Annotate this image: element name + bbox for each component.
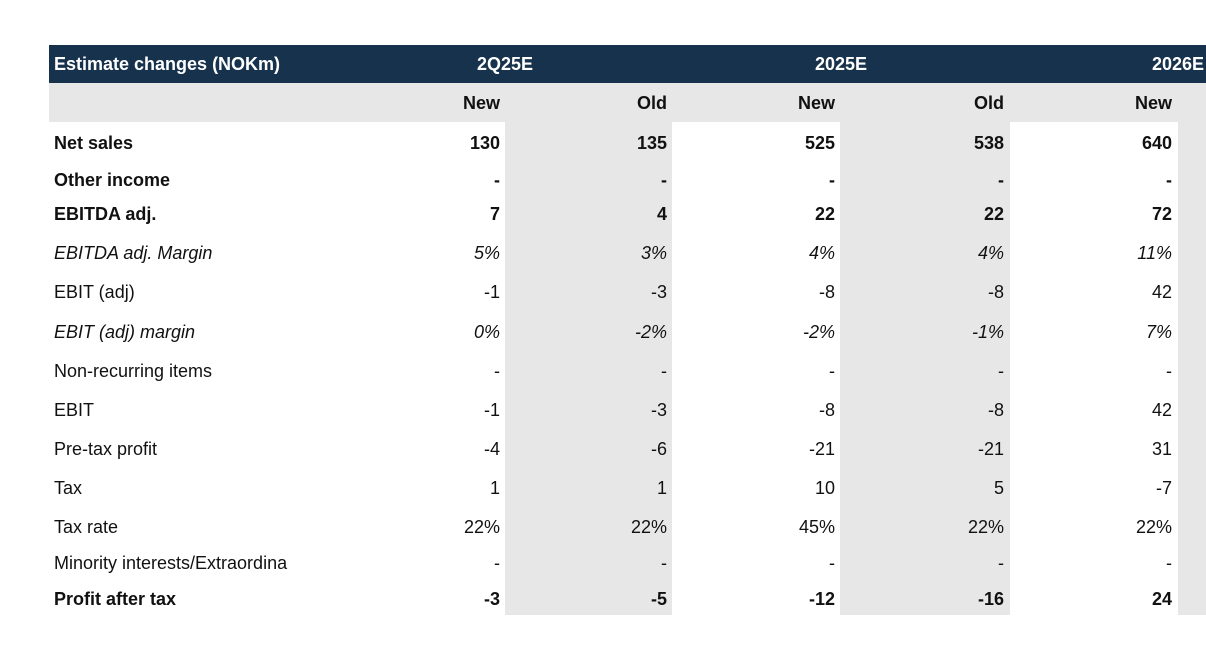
row-label: Pre-tax profit [54, 439, 158, 459]
column-header: Old [974, 93, 1004, 113]
cell-value: 22% [967, 517, 1004, 537]
cell-value: 22% [463, 517, 500, 537]
row-label: Net sales [54, 133, 134, 153]
period-header: 2026E [1151, 54, 1205, 74]
cell-value: - [661, 170, 667, 190]
column-shade [840, 122, 1010, 615]
cell-value: 11% [1137, 243, 1172, 263]
cell-value: 7 [489, 204, 500, 224]
row-label: Non-recurring items [54, 361, 213, 381]
column-shade [505, 122, 672, 615]
cell-value: -21 [808, 439, 835, 459]
cell-value: - [494, 553, 500, 573]
cell-value: -3 [483, 589, 500, 609]
cell-value: 72 [1151, 204, 1172, 224]
cell-value: 22% [1135, 517, 1172, 537]
subheader-bar [49, 83, 1206, 122]
cell-value: -12 [808, 589, 835, 609]
cell-value: - [998, 361, 1004, 381]
period-header: 2Q25E [476, 54, 534, 74]
row-label: Tax rate [54, 517, 119, 537]
column-header: New [1134, 93, 1172, 113]
header-bar [49, 45, 1206, 83]
cell-value: - [998, 553, 1004, 573]
cell-value: 4% [977, 243, 1004, 263]
cell-value: -1 [483, 282, 500, 302]
cell-value: -2% [802, 322, 835, 342]
cell-value: 42 [1151, 282, 1172, 302]
row-label: EBIT (adj) [54, 282, 135, 302]
column-shade [1178, 122, 1206, 615]
cell-value: - [998, 170, 1004, 190]
cell-value: -8 [818, 400, 835, 420]
cell-value: -1% [971, 322, 1004, 342]
cell-value: 7% [1145, 322, 1172, 342]
row-label: Profit after tax [54, 589, 177, 609]
cell-value: -16 [977, 589, 1004, 609]
cell-value: -5 [650, 589, 667, 609]
cell-value: 1 [656, 478, 667, 498]
cell-value: 1 [489, 478, 500, 498]
cell-value: 45% [798, 517, 835, 537]
cell-value: - [829, 553, 835, 573]
cell-value: 3% [640, 243, 667, 263]
row-label: EBITDA adj. Margin [54, 243, 213, 263]
cell-value: 24 [1151, 589, 1172, 609]
column-header: Old [637, 93, 667, 113]
cell-value: -8 [987, 282, 1004, 302]
cell-value: -3 [650, 400, 667, 420]
cell-value: -8 [818, 282, 835, 302]
cell-value: - [661, 553, 667, 573]
row-label: EBIT (adj) margin [54, 322, 196, 342]
cell-value: -6 [650, 439, 667, 459]
row-label: Other income [54, 170, 171, 190]
cell-value: - [829, 170, 835, 190]
cell-value: 42 [1151, 400, 1172, 420]
cell-value: 10 [814, 478, 835, 498]
cell-value: -7 [1155, 478, 1172, 498]
row-label: EBIT [54, 400, 95, 420]
cell-value: -2% [634, 322, 667, 342]
cell-value: -1 [483, 400, 500, 420]
cell-value: 130 [469, 133, 500, 153]
cell-value: - [661, 361, 667, 381]
row-label: EBITDA adj. [54, 204, 157, 224]
cell-value: - [1166, 553, 1172, 573]
cell-value: 5% [473, 243, 500, 263]
cell-value: 22% [630, 517, 667, 537]
cell-value: - [494, 170, 500, 190]
cell-value: -8 [987, 400, 1004, 420]
cell-value: 0% [473, 322, 500, 342]
cell-value: 31 [1151, 439, 1172, 459]
cell-value: -4 [483, 439, 500, 459]
cell-value: - [1166, 361, 1172, 381]
cell-value: - [1166, 170, 1172, 190]
cell-value: 538 [973, 133, 1004, 153]
cell-value: 22 [814, 204, 835, 224]
period-header: 2025E [814, 54, 868, 74]
cell-value: -3 [650, 282, 667, 302]
table-title: Estimate changes (NOKm) [54, 54, 281, 74]
column-header: New [797, 93, 835, 113]
cell-value: - [829, 361, 835, 381]
cell-value: 525 [804, 133, 835, 153]
cell-value: 135 [636, 133, 667, 153]
column-header: New [462, 93, 500, 113]
cell-value: 4 [656, 204, 667, 224]
row-label: Tax [54, 478, 83, 498]
cell-value: - [494, 361, 500, 381]
cell-value: 640 [1141, 133, 1172, 153]
row-label: Minority interests/Extraordina [54, 553, 288, 573]
cell-value: 22 [983, 204, 1004, 224]
cell-value: 5 [993, 478, 1004, 498]
cell-value: -21 [977, 439, 1004, 459]
cell-value: 4% [808, 243, 835, 263]
